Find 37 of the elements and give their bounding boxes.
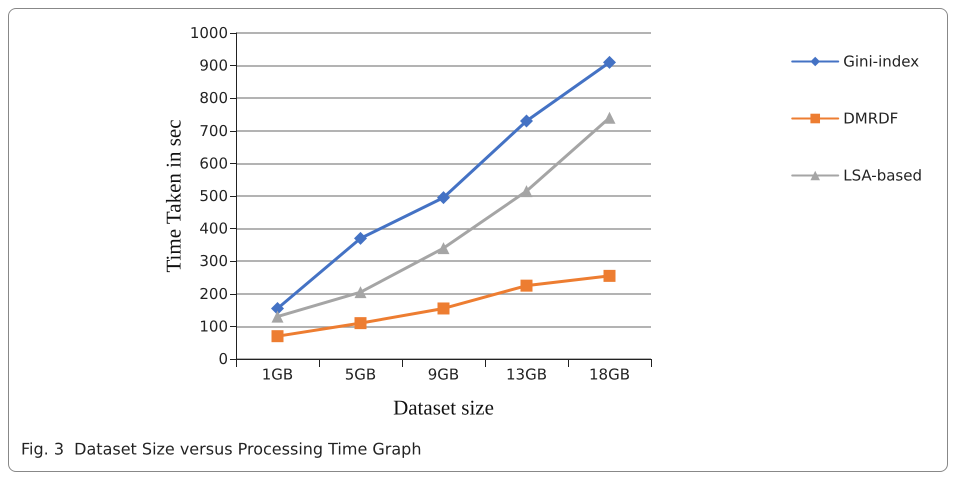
point: [604, 112, 616, 124]
point: [354, 232, 367, 245]
y-tick-label: 100: [199, 317, 228, 336]
point: [437, 191, 450, 204]
point: [604, 270, 616, 282]
point: [520, 114, 533, 128]
y-tick-label: 200: [199, 284, 228, 303]
y-tick-label: 0: [218, 350, 228, 368]
legend-label: Gini-index: [843, 52, 920, 70]
legend-label: DMRDF: [843, 110, 898, 128]
point: [272, 310, 284, 323]
y-tick-label: 300: [199, 252, 228, 270]
x-axis-title: Dataset size: [393, 396, 494, 420]
y-tick-label: 800: [199, 89, 228, 108]
point: [354, 317, 366, 330]
point: [438, 242, 450, 254]
x-tick-label: 13GB: [506, 366, 548, 384]
y-tick-label: 400: [199, 220, 228, 238]
point: [603, 56, 616, 69]
x-tick-label: 9GB: [428, 366, 460, 384]
x-tick-label: 5GB: [344, 366, 376, 384]
x-tick-label: 1GB: [262, 366, 294, 384]
point: [354, 286, 366, 298]
point: [271, 302, 284, 315]
point: [520, 280, 532, 292]
point: [520, 185, 532, 198]
point: [272, 330, 284, 342]
y-axis-title: Time Taken in sec: [162, 119, 186, 273]
y-tick-label: 900: [199, 56, 228, 75]
point: [438, 302, 450, 314]
y-tick-label: 700: [199, 122, 228, 140]
y-tick-label: 1000: [190, 24, 228, 42]
x-tick-label: 18GB: [588, 366, 630, 384]
y-tick-label: 600: [199, 154, 228, 172]
legend-label: LSA-based: [843, 166, 922, 184]
caption: Fig. 3 Dataset Size versus Processing Time Graph: [21, 440, 422, 458]
y-tick-label: 500: [199, 187, 228, 205]
